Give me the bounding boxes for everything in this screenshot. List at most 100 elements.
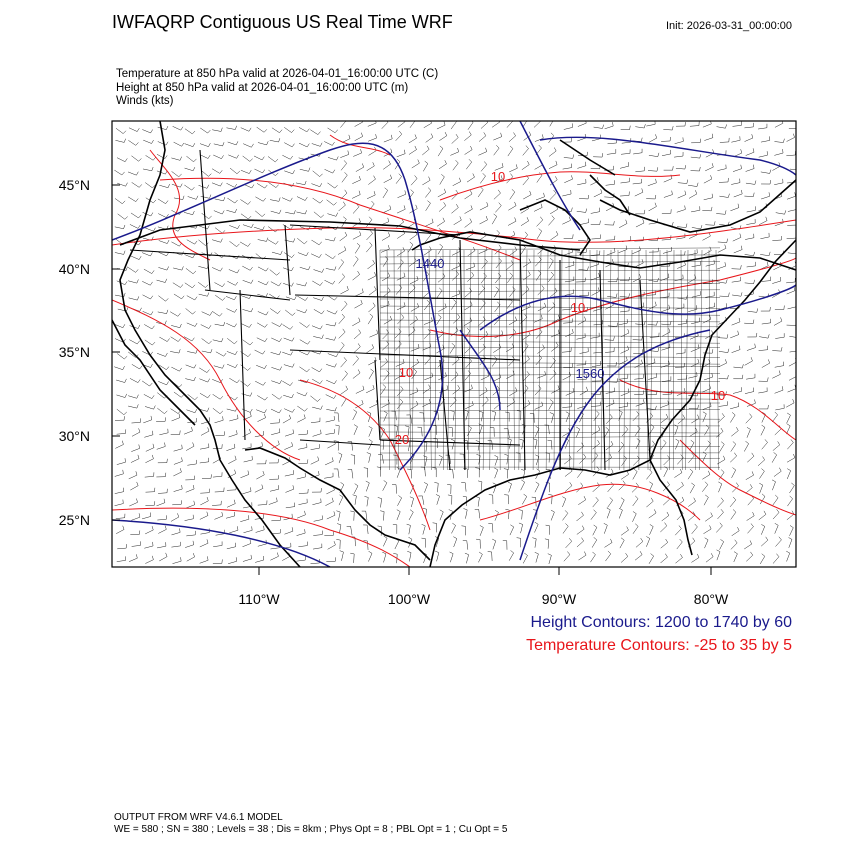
wind-barb xyxy=(171,171,179,178)
wind-barb-flag xyxy=(387,217,389,222)
wind-barb-flag xyxy=(789,495,793,499)
wind-barb xyxy=(662,393,672,395)
wind-barb-flag xyxy=(769,169,772,174)
wind-barb-flag xyxy=(138,184,143,188)
wind-barb xyxy=(129,224,139,229)
wind-barb xyxy=(158,295,166,302)
wind-barb-flag xyxy=(390,148,393,153)
wind-barb-flag xyxy=(528,131,532,136)
wind-barb-flag xyxy=(222,283,225,287)
wind-barb-flag xyxy=(581,511,584,516)
wind-barb xyxy=(506,176,514,184)
wind-barb-flag xyxy=(369,313,374,317)
wind-barb xyxy=(618,223,628,228)
wind-barb-flag xyxy=(341,273,345,277)
county-line xyxy=(379,247,721,251)
wind-barb xyxy=(577,378,587,381)
wind-barb xyxy=(618,405,628,408)
wind-barb xyxy=(688,514,696,522)
wind-barb xyxy=(478,319,486,326)
wind-barb xyxy=(128,140,136,146)
wind-barb xyxy=(255,559,264,563)
wind-barb-flag xyxy=(585,208,588,213)
wind-barb xyxy=(325,394,334,399)
wind-barb-flag xyxy=(374,357,377,362)
wind-barb-flag xyxy=(709,315,712,320)
wind-barb xyxy=(130,458,140,463)
wind-barb-flag xyxy=(754,180,757,185)
wind-barb xyxy=(131,422,141,424)
wind-barb xyxy=(187,463,197,466)
wind-barb xyxy=(649,526,654,535)
wind-barb xyxy=(215,533,225,536)
wind-barb xyxy=(197,282,206,288)
wind-barb xyxy=(397,401,404,410)
wind-barb-flag xyxy=(496,145,500,149)
wind-barb-flag xyxy=(136,394,139,399)
wind-barb-flag xyxy=(122,324,126,328)
wind-barb xyxy=(312,170,320,177)
wind-barb-flag xyxy=(347,150,349,155)
wind-barb xyxy=(436,552,440,562)
wind-barb xyxy=(410,414,413,424)
wind-barb-flag xyxy=(650,497,654,502)
wind-barb xyxy=(452,359,460,366)
county-line xyxy=(573,249,577,471)
wind-barb xyxy=(116,560,126,562)
wind-barb xyxy=(746,222,756,225)
wind-barb-flag xyxy=(403,272,406,277)
wind-barb-flag xyxy=(264,324,268,328)
wind-barb xyxy=(127,267,136,273)
wind-barb xyxy=(397,317,405,325)
wind-barb xyxy=(717,241,727,243)
wind-barb xyxy=(239,241,249,247)
wind-barb-flag xyxy=(275,158,279,163)
wind-barb xyxy=(744,282,754,284)
wind-barb xyxy=(760,427,766,436)
wind-barb xyxy=(270,352,280,356)
wind-barb-flag xyxy=(208,417,210,422)
wind-barb-flag xyxy=(680,553,683,558)
wind-barb xyxy=(257,543,267,547)
wind-barb-flag xyxy=(344,300,348,305)
height-contour xyxy=(539,136,796,176)
wind-barb xyxy=(242,491,252,495)
wind-barb-flag xyxy=(550,509,555,513)
wind-barb xyxy=(341,174,348,183)
wind-barb-flag xyxy=(682,414,685,419)
wind-barb xyxy=(226,447,236,451)
wind-barb-flag xyxy=(444,303,447,308)
wind-barb-flag xyxy=(291,337,295,342)
wind-barb-flag xyxy=(304,197,308,201)
wind-barb xyxy=(115,517,125,519)
wind-barb xyxy=(355,166,364,172)
wind-barb xyxy=(156,279,166,283)
wind-barb-flag xyxy=(633,468,638,472)
wind-barb-flag xyxy=(193,158,197,162)
wind-barb xyxy=(660,277,670,281)
wind-barb xyxy=(170,408,179,414)
county-line xyxy=(386,249,390,471)
wind-barb-flag xyxy=(485,396,489,401)
county-line xyxy=(680,249,683,471)
wind-barb-flag xyxy=(430,133,434,138)
wind-barb-flag xyxy=(334,407,337,412)
wind-barb xyxy=(520,220,529,226)
wind-barb xyxy=(493,147,500,156)
wind-barb-flag xyxy=(583,496,586,500)
wind-barb-flag xyxy=(193,500,195,505)
wind-barb-flag xyxy=(705,424,710,428)
wind-barb xyxy=(760,254,770,256)
wind-barb xyxy=(621,153,631,155)
wind-barb xyxy=(312,547,322,550)
wind-barb-flag xyxy=(192,311,196,315)
wind-barb-flag xyxy=(375,134,377,139)
wind-barb xyxy=(171,366,180,372)
wind-barb-flag xyxy=(180,126,184,131)
wind-barb xyxy=(355,389,365,394)
wind-barb-flag xyxy=(320,405,323,410)
wind-barb xyxy=(521,306,531,311)
wind-barb xyxy=(729,499,737,508)
wind-barb xyxy=(565,541,572,549)
wind-barb-flag xyxy=(625,219,628,224)
